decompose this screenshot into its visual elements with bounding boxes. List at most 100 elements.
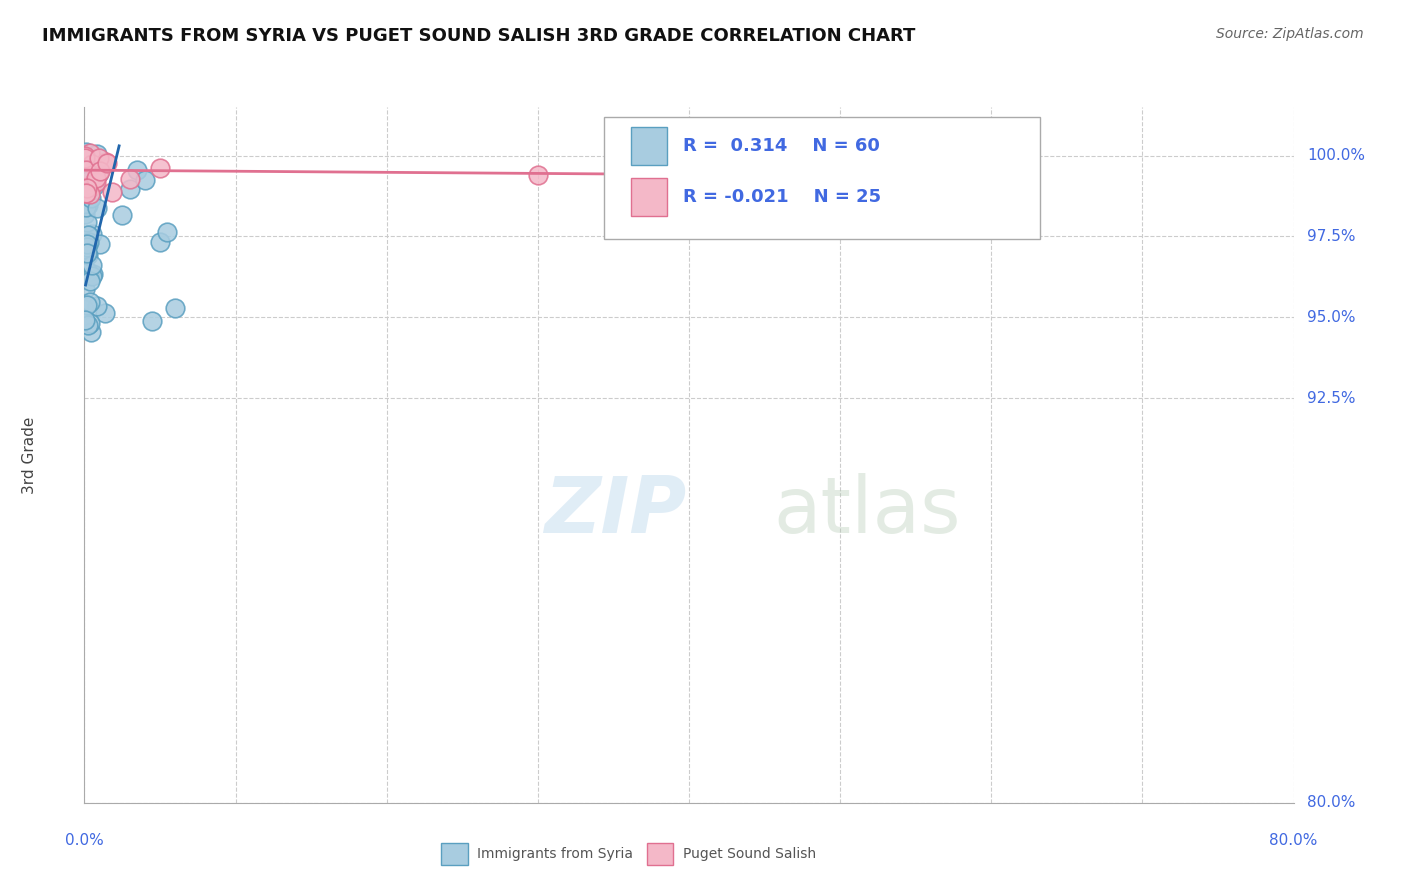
Point: [73, 195, 96, 210]
Point: [75, 200, 97, 214]
Text: Puget Sound Salish: Puget Sound Salish: [683, 847, 815, 862]
Point: [86, 168, 108, 182]
Point: [80, 178, 103, 193]
Point: [75, 186, 97, 201]
Point: [82, 267, 104, 281]
Point: [73, 282, 96, 296]
Point: [79, 294, 101, 309]
Point: [134, 173, 156, 187]
Point: [83, 178, 105, 193]
Point: [82, 159, 104, 173]
Point: [76, 215, 98, 229]
Point: [75, 150, 97, 164]
Point: [76, 177, 98, 191]
Text: ZIP: ZIP: [544, 473, 686, 549]
Point: [84, 175, 107, 189]
Point: [82, 157, 104, 171]
Point: [118, 172, 141, 186]
Point: [75, 147, 97, 161]
Point: [77, 265, 100, 279]
Point: [75, 242, 97, 256]
Point: [77, 193, 100, 207]
Point: [87, 151, 110, 165]
Point: [76, 180, 98, 194]
Point: [87, 166, 110, 180]
Point: [149, 161, 172, 175]
Point: [904, 181, 927, 195]
Point: [80, 268, 103, 283]
Point: [76, 177, 98, 191]
Text: 3rd Grade: 3rd Grade: [22, 417, 38, 493]
Point: [86, 201, 108, 215]
Point: [76, 298, 98, 312]
Point: [76, 236, 98, 251]
Point: [527, 168, 550, 182]
Bar: [647, 843, 673, 865]
Text: 0.0%: 0.0%: [65, 833, 104, 848]
Point: [79, 316, 101, 330]
Point: [86, 171, 108, 186]
Point: [77, 268, 100, 282]
Point: [75, 187, 97, 202]
Point: [77, 176, 100, 190]
Point: [75, 186, 97, 200]
Point: [75, 167, 97, 181]
Point: [76, 245, 98, 260]
Point: [75, 313, 97, 327]
Point: [75, 179, 97, 194]
Point: [101, 185, 124, 199]
Point: [149, 235, 172, 249]
Text: R = -0.021    N = 25: R = -0.021 N = 25: [683, 188, 882, 206]
Point: [79, 274, 101, 288]
Point: [86, 147, 108, 161]
Text: 80.0%: 80.0%: [1270, 833, 1317, 848]
Point: [111, 207, 134, 221]
Point: [75, 145, 97, 160]
Point: [156, 226, 179, 240]
Point: [73, 186, 96, 200]
Point: [76, 248, 98, 262]
Text: 80.0%: 80.0%: [1308, 796, 1355, 810]
Text: 95.0%: 95.0%: [1308, 310, 1355, 325]
Bar: [631, 128, 668, 165]
Point: [82, 227, 104, 241]
Point: [73, 301, 96, 316]
Point: [73, 207, 96, 221]
Text: 100.0%: 100.0%: [1308, 148, 1365, 163]
Text: atlas: atlas: [773, 473, 962, 549]
Point: [76, 248, 98, 262]
Point: [76, 237, 98, 252]
Point: [165, 301, 187, 315]
Text: R =  0.314    N = 60: R = 0.314 N = 60: [683, 137, 880, 155]
Point: [76, 318, 98, 333]
Point: [80, 191, 103, 205]
Text: Immigrants from Syria: Immigrants from Syria: [478, 847, 633, 862]
Point: [77, 227, 100, 242]
FancyBboxPatch shape: [605, 118, 1039, 239]
Point: [80, 258, 103, 272]
Point: [76, 161, 98, 176]
Point: [94, 154, 117, 169]
Point: [89, 163, 111, 178]
Point: [96, 156, 118, 170]
Point: [79, 187, 101, 202]
Point: [77, 198, 100, 212]
Text: Source: ZipAtlas.com: Source: ZipAtlas.com: [1216, 27, 1364, 41]
Point: [77, 235, 100, 249]
Text: IMMIGRANTS FROM SYRIA VS PUGET SOUND SALISH 3RD GRADE CORRELATION CHART: IMMIGRANTS FROM SYRIA VS PUGET SOUND SAL…: [42, 27, 915, 45]
Point: [80, 325, 103, 339]
Text: 97.5%: 97.5%: [1308, 229, 1355, 244]
Bar: [631, 178, 668, 216]
Point: [79, 146, 101, 161]
Point: [75, 262, 97, 277]
Point: [141, 313, 163, 327]
Point: [75, 149, 97, 163]
Point: [93, 306, 115, 320]
Point: [127, 163, 149, 178]
Point: [75, 151, 97, 165]
Point: [76, 173, 98, 187]
Point: [86, 299, 108, 313]
Point: [89, 236, 111, 251]
Point: [75, 162, 97, 177]
Bar: [441, 843, 468, 865]
